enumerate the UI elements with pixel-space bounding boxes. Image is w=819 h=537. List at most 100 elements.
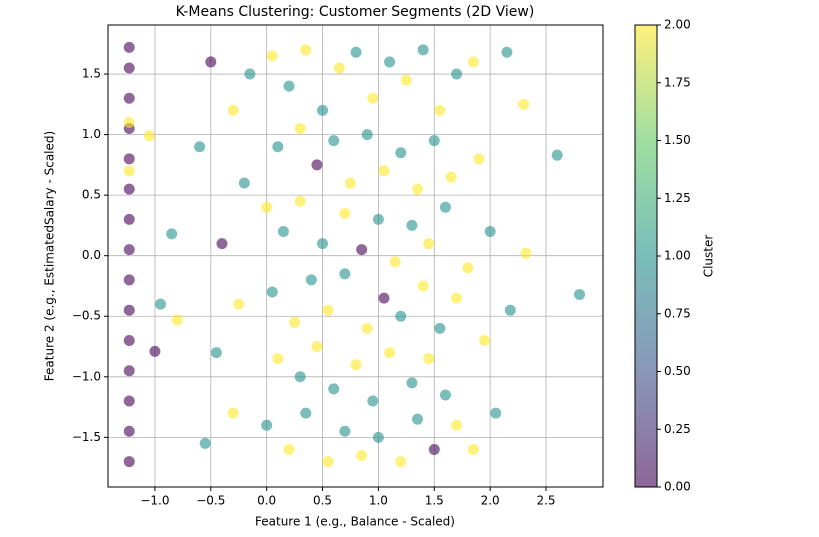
point bbox=[123, 41, 135, 53]
point bbox=[311, 159, 323, 171]
point bbox=[384, 56, 396, 68]
colorbar-tick-label: 2.00 bbox=[664, 18, 691, 32]
point bbox=[283, 80, 295, 92]
point bbox=[389, 256, 401, 268]
point bbox=[412, 183, 424, 195]
point bbox=[194, 141, 206, 153]
point bbox=[479, 334, 491, 346]
point bbox=[123, 165, 135, 177]
point bbox=[289, 316, 301, 328]
point bbox=[322, 304, 334, 316]
point bbox=[300, 44, 312, 56]
point bbox=[305, 274, 317, 286]
x-tick-label: 0.0 bbox=[257, 494, 276, 508]
x-tick-label: −1.0 bbox=[140, 494, 169, 508]
point bbox=[317, 238, 329, 250]
x-tick-label: 1.5 bbox=[425, 494, 444, 508]
point bbox=[384, 347, 396, 359]
colorbar-tick-label: 0.50 bbox=[664, 364, 691, 378]
x-axis-label: Feature 1 (e.g., Balance - Scaled) bbox=[255, 515, 455, 529]
point bbox=[484, 225, 496, 237]
point bbox=[439, 389, 451, 401]
point bbox=[417, 280, 429, 292]
point bbox=[490, 407, 502, 419]
point bbox=[227, 104, 239, 116]
point bbox=[445, 171, 457, 183]
point bbox=[467, 443, 479, 455]
point bbox=[328, 135, 340, 147]
point bbox=[451, 292, 463, 304]
point bbox=[123, 334, 135, 346]
point bbox=[406, 219, 418, 231]
point bbox=[155, 298, 167, 310]
point bbox=[123, 62, 135, 74]
point bbox=[574, 288, 586, 300]
point bbox=[350, 46, 362, 58]
point bbox=[123, 274, 135, 286]
point bbox=[294, 195, 306, 207]
point bbox=[123, 425, 135, 437]
point bbox=[473, 153, 485, 165]
point bbox=[277, 225, 289, 237]
x-tick-label: 2.0 bbox=[481, 494, 500, 508]
colorbar-tick-label: 0.75 bbox=[664, 306, 691, 320]
x-tick-label: 1.0 bbox=[369, 494, 388, 508]
point bbox=[339, 207, 351, 219]
point bbox=[356, 450, 368, 462]
point bbox=[317, 104, 329, 116]
point bbox=[300, 407, 312, 419]
point bbox=[367, 395, 379, 407]
x-tick-label: −0.5 bbox=[196, 494, 225, 508]
point bbox=[283, 443, 295, 455]
point bbox=[272, 353, 284, 365]
colorbar-label: Cluster bbox=[702, 235, 716, 278]
point bbox=[451, 419, 463, 431]
point bbox=[367, 92, 379, 104]
point bbox=[428, 135, 440, 147]
y-tick-label: 0.0 bbox=[82, 248, 101, 262]
point bbox=[395, 310, 407, 322]
point bbox=[227, 407, 239, 419]
point bbox=[261, 419, 273, 431]
point bbox=[238, 177, 250, 189]
point bbox=[261, 201, 273, 213]
point bbox=[339, 425, 351, 437]
point bbox=[294, 371, 306, 383]
point bbox=[123, 116, 135, 128]
point bbox=[205, 56, 217, 68]
point bbox=[149, 345, 161, 357]
point bbox=[462, 262, 474, 274]
y-tick-label: 1.0 bbox=[82, 127, 101, 141]
point bbox=[434, 322, 446, 334]
point bbox=[467, 56, 479, 68]
point bbox=[123, 395, 135, 407]
y-tick-label: −0.5 bbox=[72, 309, 101, 323]
point bbox=[216, 238, 228, 250]
point bbox=[328, 383, 340, 395]
point bbox=[412, 413, 424, 425]
point bbox=[322, 456, 334, 468]
point bbox=[439, 201, 451, 213]
point bbox=[378, 292, 390, 304]
colorbar-tick-label: 1.75 bbox=[664, 75, 691, 89]
point bbox=[551, 149, 563, 161]
point bbox=[428, 443, 440, 455]
y-tick-label: 1.5 bbox=[82, 67, 101, 81]
point bbox=[423, 238, 435, 250]
point bbox=[344, 177, 356, 189]
point bbox=[123, 213, 135, 225]
point bbox=[504, 304, 516, 316]
point bbox=[434, 104, 446, 116]
chart-title: K-Means Clustering: Customer Segments (2… bbox=[176, 4, 535, 20]
point bbox=[272, 141, 284, 153]
point bbox=[378, 165, 390, 177]
point bbox=[123, 304, 135, 316]
point bbox=[520, 247, 532, 259]
point bbox=[501, 46, 513, 58]
plot-frame bbox=[107, 24, 604, 488]
point bbox=[372, 431, 384, 443]
x-tick-label: 2.5 bbox=[536, 494, 555, 508]
point bbox=[123, 365, 135, 377]
point bbox=[372, 213, 384, 225]
